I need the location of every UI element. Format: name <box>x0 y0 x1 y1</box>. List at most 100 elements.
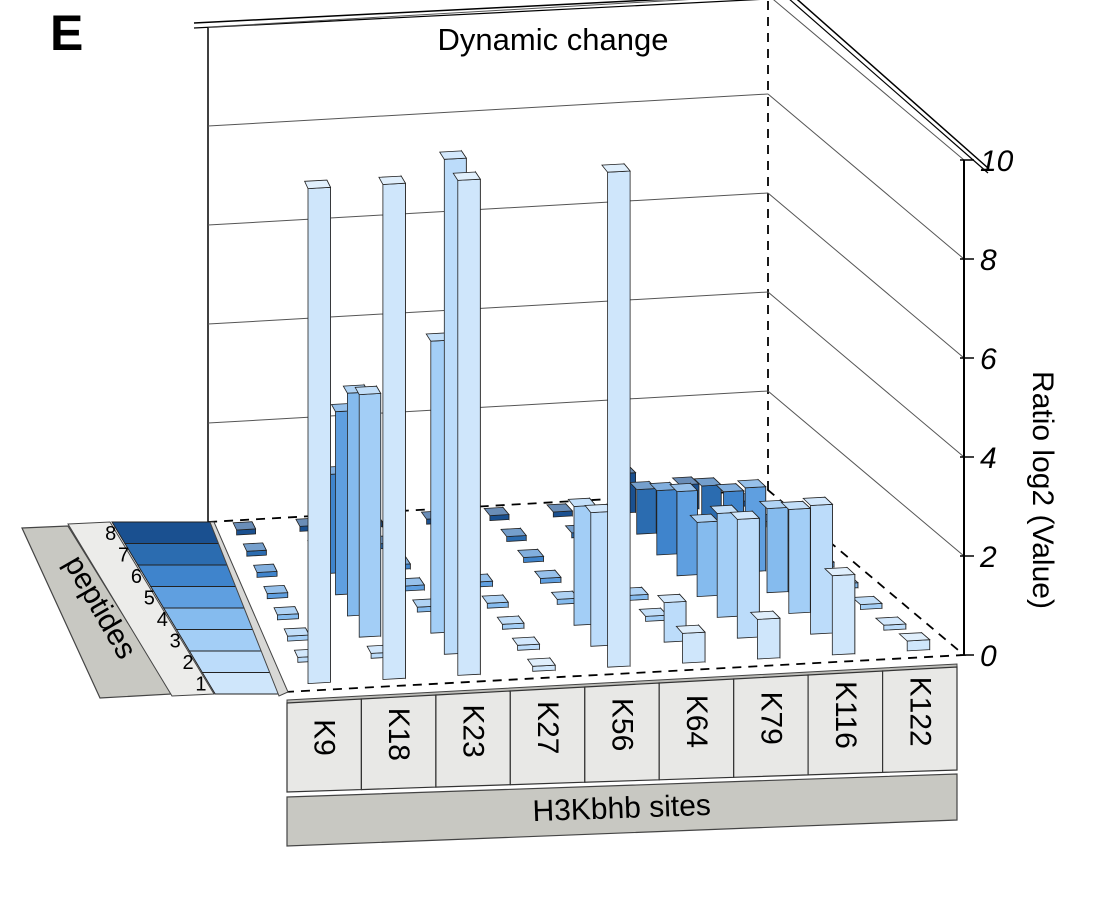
gridline-back-2 <box>207 291 769 325</box>
x-tick-label-K79: K79 <box>754 691 787 744</box>
bar-front <box>307 186 331 685</box>
bar-top <box>483 506 510 517</box>
bar-top <box>693 477 723 487</box>
bar-K9-peptide-5 <box>263 584 289 600</box>
bar-top <box>675 624 706 634</box>
x-tick-label-K23: K23 <box>457 704 490 757</box>
bar-front <box>766 506 789 594</box>
legend-label-2: 2 <box>182 652 193 674</box>
wall-top-outer <box>193 0 989 169</box>
gridline-side-4 <box>767 93 965 260</box>
bar-K56-peptide-7 <box>500 527 528 542</box>
bar-front <box>831 574 856 656</box>
bar-front <box>736 517 760 639</box>
bar-top <box>496 615 525 625</box>
x-axis-label: H3Kbhb sites <box>532 789 711 828</box>
bar-top <box>546 503 574 513</box>
bar-top <box>898 632 931 642</box>
gridline-back-1 <box>207 390 769 424</box>
bar-top <box>283 627 310 637</box>
panel-letter: E <box>50 5 84 61</box>
legend-swatch-2 <box>188 650 271 673</box>
bar-front <box>382 182 406 680</box>
wall-top-inner <box>193 0 989 174</box>
bar-top <box>823 567 856 577</box>
bar-front <box>716 511 740 618</box>
x-tick-label-K56: K56 <box>605 698 638 751</box>
z-tick-label-2: 4 <box>980 442 997 475</box>
bar-front <box>696 520 719 598</box>
x-tick-label-K9: K9 <box>308 719 341 756</box>
bar-top <box>851 595 883 606</box>
legend-label-7: 7 <box>118 544 129 566</box>
bar-K79-peptide-1 <box>749 610 781 660</box>
bar-K18-peptide-1 <box>378 174 407 680</box>
bar-top <box>550 590 580 600</box>
bar-K79-peptide-2 <box>729 510 761 639</box>
chart-title: Dynamic change <box>438 22 669 57</box>
x-tick-label-K116: K116 <box>829 681 862 749</box>
legend-swatch-6 <box>136 564 237 587</box>
bar-top <box>638 607 668 617</box>
z-tick-label-0: 0 <box>980 640 997 673</box>
bar-top <box>481 594 509 604</box>
bar-front <box>788 507 811 614</box>
bar-top <box>715 483 745 493</box>
bar-top <box>780 500 812 510</box>
bar-K23-peptide-1 <box>452 170 482 676</box>
bar-top <box>438 150 468 160</box>
x-label-strip <box>286 773 958 847</box>
legend-label-4: 4 <box>157 609 168 631</box>
bar-top <box>516 548 545 558</box>
bar-top <box>656 593 687 604</box>
bar-top <box>354 385 382 396</box>
x-tick-label-K122: K122 <box>903 677 936 747</box>
bar-front <box>906 639 931 652</box>
gridline-back-3 <box>207 192 769 226</box>
bar-top <box>252 563 278 573</box>
bar-top <box>601 163 631 173</box>
bar-K64-peptide-1 <box>675 624 706 664</box>
bar-K27-peptide-3 <box>496 614 525 630</box>
bar-K56-peptide-8 <box>483 506 510 522</box>
bar-top <box>802 496 834 506</box>
gridline-back-5 <box>207 0 690 28</box>
bar-top <box>263 584 289 595</box>
bar-front <box>358 392 382 638</box>
bar-K56-peptide-5 <box>533 569 562 584</box>
bar-top <box>511 636 541 646</box>
bar-top <box>500 527 528 538</box>
bar-top <box>874 616 907 626</box>
bar-K64-peptide-8 <box>546 502 574 518</box>
legend-swatch-1 <box>201 672 280 695</box>
x-tick-label-K18: K18 <box>382 708 415 761</box>
bar-front <box>607 170 631 668</box>
bar-top <box>242 542 267 552</box>
bar-K27-peptide-4 <box>481 593 509 609</box>
bar-K9-peptide-1 <box>303 179 332 685</box>
bar-K64-peptide-3 <box>638 607 668 622</box>
bar-K9-peptide-6 <box>252 563 278 578</box>
bar-K27-peptide-2 <box>511 635 541 651</box>
bar-K116-peptide-1 <box>823 566 856 656</box>
legend-label-3: 3 <box>170 630 181 652</box>
legend-swatch-4 <box>162 607 254 630</box>
bar-K79-peptide-6 <box>649 481 678 556</box>
bar-K56-peptide-6 <box>516 548 545 563</box>
legend-label-6: 6 <box>131 566 142 588</box>
legend-swatch-8 <box>111 521 220 544</box>
x-cell-K122 <box>881 666 958 774</box>
z-axis-label: Ratio log2 (Value) <box>1026 371 1059 609</box>
z-tick-label-1: 2 <box>979 541 997 574</box>
bar-top <box>452 171 482 181</box>
bar-top <box>526 657 556 667</box>
bar-top <box>273 606 300 616</box>
legend-swatch-7 <box>124 543 228 566</box>
bar-front <box>457 178 481 676</box>
bar-K122-peptide-2 <box>874 616 907 631</box>
legend-swatch-5 <box>149 586 246 609</box>
bar-top <box>584 503 614 514</box>
bar-K9-peptide-7 <box>242 542 267 557</box>
bar-front <box>656 489 678 556</box>
